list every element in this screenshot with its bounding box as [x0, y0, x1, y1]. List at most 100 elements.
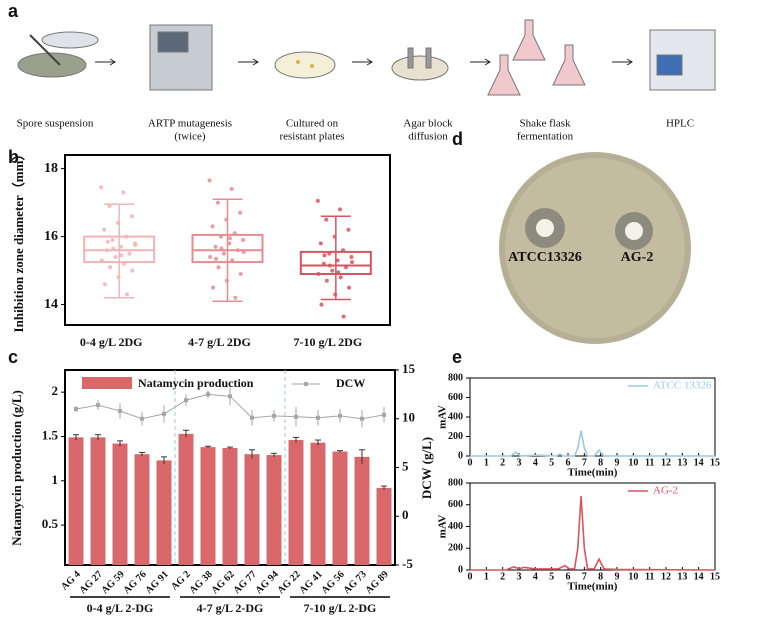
point	[99, 185, 104, 190]
y-tick-label: 200	[448, 431, 463, 442]
line-point	[74, 407, 78, 411]
point	[124, 292, 129, 297]
bar	[68, 437, 84, 565]
point	[327, 263, 332, 268]
x-tick-label: 5	[549, 457, 554, 468]
bar	[354, 456, 370, 565]
point	[207, 178, 212, 183]
bar	[200, 447, 216, 565]
x-tick-label: 9	[615, 571, 620, 582]
line-point	[338, 413, 342, 418]
y-tick-label: 0.5	[42, 516, 59, 531]
bar	[376, 487, 392, 565]
x-tick-label: 2	[500, 571, 505, 582]
line-point	[140, 416, 144, 421]
line	[470, 430, 715, 457]
y-tick-label: 600	[448, 499, 463, 510]
y-tick-label: 400	[448, 521, 463, 532]
step-label: Agar block	[403, 118, 453, 130]
y-tick-label: 14	[44, 297, 58, 312]
y-tick-label: 2	[52, 383, 59, 398]
point	[102, 227, 107, 232]
point	[216, 265, 221, 270]
x-tick-label: 4	[533, 571, 538, 582]
point	[229, 187, 234, 191]
point	[333, 292, 338, 297]
y-tick-label: 15	[402, 361, 416, 376]
x-tick-label: AG 73	[342, 569, 369, 596]
panel-label: d	[452, 129, 463, 149]
plate-label: ATCC13326	[508, 250, 582, 265]
x-tick-label: 9	[615, 457, 620, 468]
x-tick-label: AG 76	[122, 569, 149, 596]
panel-label: e	[452, 347, 462, 367]
y-axis-label: mAV	[437, 405, 449, 429]
point	[221, 251, 226, 256]
step-label: Cultured on	[286, 118, 339, 130]
point	[327, 251, 332, 256]
x-tick-label: 6	[566, 457, 571, 468]
bar	[310, 442, 326, 565]
line-point	[294, 414, 298, 419]
group-label: 4-7 g/L 2-DG	[197, 601, 264, 615]
point	[215, 200, 220, 205]
point	[116, 275, 121, 280]
point	[115, 221, 120, 225]
point	[341, 314, 346, 319]
y-tick-label: 800	[448, 477, 463, 488]
x-tick-label: 8	[598, 457, 603, 468]
y-tick-label: 10	[402, 410, 415, 425]
bar	[178, 433, 194, 565]
step-label: Spore suspension	[17, 118, 94, 130]
line-point	[118, 408, 122, 413]
x-tick-label: 1	[484, 457, 489, 468]
legend-label: ATCC 13326	[653, 380, 712, 392]
box	[299, 250, 372, 275]
plot-frame	[469, 482, 716, 571]
legend-label: AG-2	[653, 485, 678, 497]
box	[191, 233, 264, 264]
point	[336, 270, 341, 275]
point	[118, 244, 123, 249]
point	[338, 207, 343, 212]
point	[133, 243, 138, 248]
legend-label: Natamycin production	[138, 376, 254, 390]
point	[105, 239, 110, 244]
panel-label: b	[8, 147, 19, 167]
line-point	[316, 415, 320, 420]
point	[238, 210, 243, 215]
point	[111, 246, 116, 251]
x-tick-label: 11	[645, 571, 654, 582]
x-tick-label: AG 77	[232, 569, 259, 596]
y-axis-label: Inhibition zone diameter（mm）	[11, 148, 26, 333]
step-label: resistant plates	[279, 131, 344, 143]
x-tick-label: 4-7 g/L 2DG	[188, 335, 251, 349]
x-tick-label: 7-10 g/L 2DG	[293, 335, 362, 349]
panel-label: c	[8, 347, 18, 367]
x-tick-label: 12	[661, 571, 671, 582]
line-point	[228, 394, 232, 399]
y-tick-label: 600	[448, 392, 463, 403]
x-tick-label: AG 38	[188, 569, 215, 596]
line-point	[184, 398, 188, 403]
y-tick-label: 800	[448, 372, 463, 383]
point	[347, 285, 352, 290]
point	[99, 258, 104, 263]
point	[318, 241, 323, 246]
point	[349, 255, 354, 259]
bar	[332, 451, 348, 565]
bar	[244, 454, 260, 565]
point	[330, 268, 335, 273]
line-point	[250, 415, 254, 420]
step-label: HPLC	[666, 118, 694, 130]
y-tick-label: 0	[458, 564, 463, 575]
point	[232, 231, 237, 236]
point	[321, 261, 326, 266]
point	[344, 265, 349, 270]
line-point	[96, 403, 100, 408]
plot-frame	[64, 154, 391, 326]
y-tick-label: 400	[448, 411, 463, 422]
x-tick-label: 2	[500, 457, 505, 468]
point	[113, 255, 118, 259]
